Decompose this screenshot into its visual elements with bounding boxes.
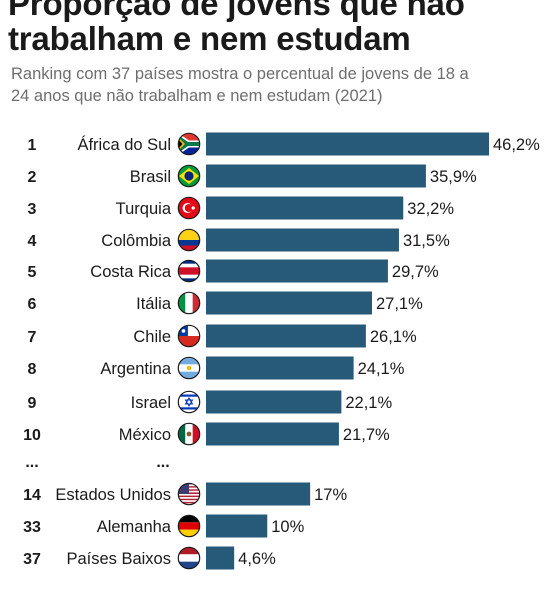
category-label: Turquia [116,200,172,218]
data-label: 32,2% [407,200,454,218]
category-label: Itália [136,295,172,313]
argentina-flag-icon [177,356,201,380]
category-label: África do Sul [77,135,171,154]
bar [206,228,399,252]
rank-label: 1 [28,137,37,154]
rank-label: 14 [23,487,41,504]
rank-label: 2 [28,169,37,186]
south-africa-flag-icon [177,132,201,156]
bar [206,390,342,414]
data-label: 29,7% [392,263,439,281]
data-label: 24,1% [358,360,405,378]
gap-label-ellipsis: ... [156,454,169,471]
costa-rica-flag-icon [177,259,201,283]
gap-rank-ellipsis: ... [25,454,38,471]
rank-label: 3 [28,201,37,218]
netherlands-flag-icon [177,546,201,570]
chile-flag-icon [177,324,201,348]
data-label: 21,7% [343,426,390,444]
category-label: Israel [131,394,171,412]
rank-label: 9 [28,395,37,412]
rank-label: 4 [28,233,37,250]
rank-label: 7 [28,329,37,346]
bar [206,164,426,188]
germany-flag-icon [177,514,201,538]
data-label: 22,1% [345,394,392,412]
bar [206,132,489,156]
israel-flag-icon [177,390,201,414]
category-label: México [119,426,171,444]
data-label: 46,2% [493,136,540,154]
category-label: Chile [133,328,171,346]
category-label: Estados Unidos [55,486,171,504]
brazil-flag-icon [177,164,201,188]
rank-label: 6 [28,296,37,313]
bar [206,514,268,538]
bar [206,291,373,315]
colombia-flag-icon [177,228,201,252]
data-label: 35,9% [430,168,477,186]
bar [206,324,366,348]
chart-title: Proporção de jovens que não trabalham e … [8,0,465,57]
bar [206,356,354,380]
bar [206,196,404,220]
usa-flag-icon [177,482,201,506]
category-label: Colômbia [101,232,172,250]
category-label: Argentina [100,360,171,378]
data-label: 26,1% [370,328,417,346]
bar [206,546,235,570]
bar [206,422,339,446]
mexico-flag-icon [177,422,201,446]
rank-label: 8 [28,361,37,378]
chart-subtitle: Ranking com 37 países mostra o percentua… [11,65,469,105]
data-label: 17% [314,486,347,504]
data-label: 31,5% [403,232,450,250]
category-label: Brasil [130,168,171,186]
bar [206,482,311,506]
category-label: Alemanha [97,518,172,536]
data-label: 10% [271,518,304,536]
rank-label: 37 [23,551,41,568]
data-label: 27,1% [376,295,423,313]
bar [206,259,388,283]
turkey-flag-icon [177,196,201,220]
data-label: 4,6% [238,550,276,568]
rank-label: 5 [28,264,37,281]
category-label: Costa Rica [90,263,172,281]
rank-label: 33 [23,519,41,536]
rank-label: 10 [23,427,41,444]
italy-flag-icon [177,291,201,315]
category-label: Países Baixos [66,550,171,568]
